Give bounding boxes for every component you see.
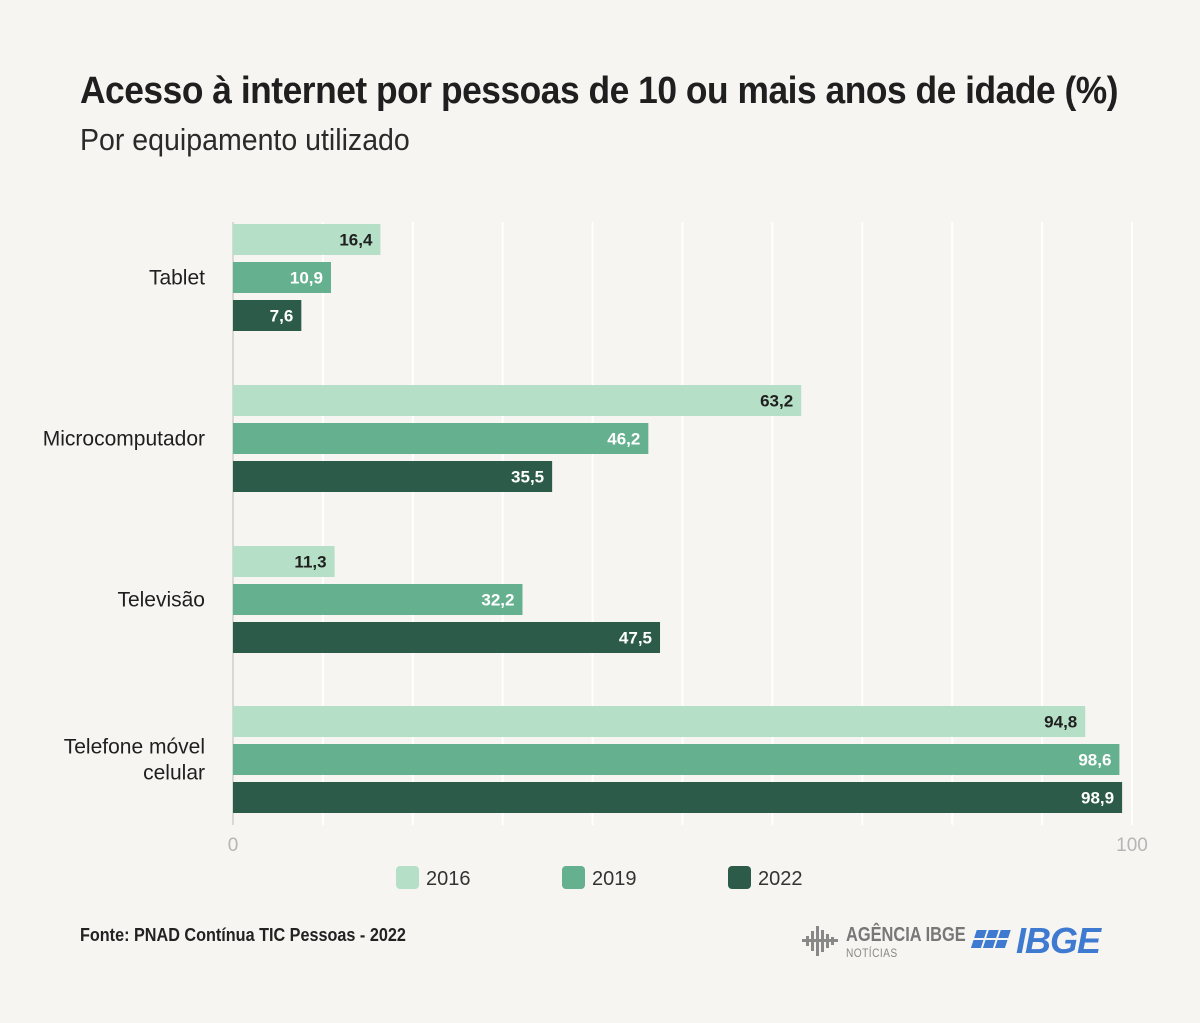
data-label: 10,9 [290,269,323,288]
legend-swatch [562,866,585,889]
legend-swatch [396,866,419,889]
data-label: 63,2 [760,392,793,411]
agencia-ibge-logo-icon [802,926,838,956]
x-tick-label: 100 [1116,835,1148,856]
bar [233,622,661,653]
category-label: Telefone móvel [64,736,205,759]
bar [233,744,1120,775]
x-tick-label: 0 [228,835,239,856]
bar [233,300,302,331]
data-label: 7,6 [270,307,294,326]
ibge-logo: IBGE [968,920,1128,962]
bar [233,461,553,492]
bar [233,546,335,577]
chart-title: Acesso à internet por pessoas de 10 ou m… [80,70,1119,112]
bar [233,262,331,293]
data-label: 16,4 [339,231,373,250]
ibge-logo-word: IBGE [1016,920,1101,961]
chart-subtitle: Por equipamento utilizado [80,122,410,157]
ibge-logo-icon [970,930,1011,948]
data-label: 11,3 [294,553,326,572]
legend-label: 2019 [592,868,637,890]
bar [233,782,1123,813]
category-label: Microcomputador [43,428,205,451]
category-label: Tablet [149,267,205,290]
category-label: celular [143,762,205,785]
data-label: 94,8 [1044,713,1077,732]
bar [233,423,649,454]
source-note: Fonte: PNAD Contínua TIC Pessoas - 2022 [80,925,406,945]
data-label: 32,2 [481,591,514,610]
category-label: Televisão [117,589,205,612]
data-label: 35,5 [511,468,544,487]
legend-label: 2016 [426,868,471,890]
bar [233,706,1086,737]
data-label: 47,5 [619,629,652,648]
agencia-ibge-logo-name: AGÊNCIA IBGE [846,924,966,946]
legend-swatch [728,866,751,889]
agencia-ibge-logo: AGÊNCIA IBGE NOTÍCIAS [802,922,966,962]
data-label: 98,9 [1081,789,1114,808]
agencia-ibge-logo-sub: NOTÍCIAS [846,946,898,960]
bar [233,584,523,615]
data-label: 98,6 [1078,751,1111,770]
data-label: 46,2 [607,430,640,449]
legend-label: 2022 [758,868,803,890]
bar [233,385,802,416]
bar [233,224,381,255]
